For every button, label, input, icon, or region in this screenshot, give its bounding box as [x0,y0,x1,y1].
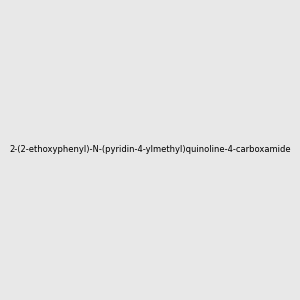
Text: 2-(2-ethoxyphenyl)-N-(pyridin-4-ylmethyl)quinoline-4-carboxamide: 2-(2-ethoxyphenyl)-N-(pyridin-4-ylmethyl… [9,146,291,154]
